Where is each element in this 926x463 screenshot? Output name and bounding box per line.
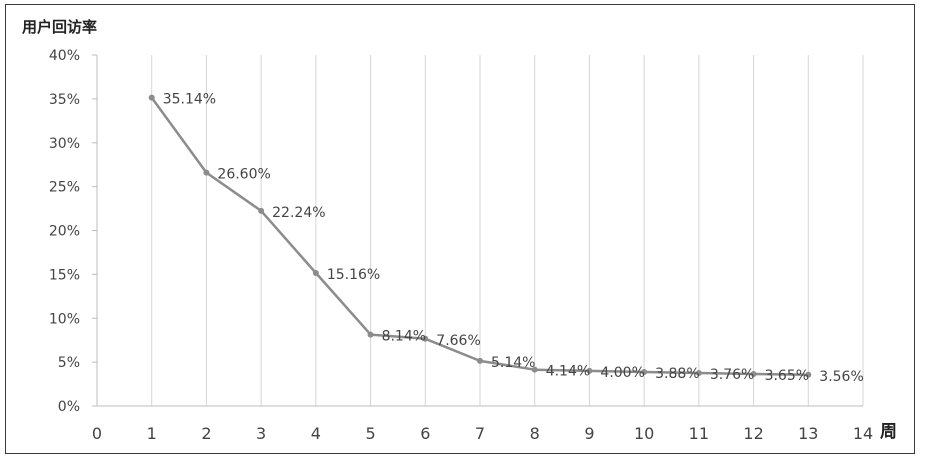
y-tick-label: 5% [58, 355, 80, 371]
data-label: 4.00% [600, 365, 644, 381]
data-point [750, 370, 757, 377]
data-labels: 35.14% 26.60% 22.24% 15.16% 8.14% 7.66% 5.14% 4… [163, 92, 864, 385]
data-label: 3.56% [819, 369, 863, 385]
data-label: 4.14% [546, 364, 590, 380]
y-tick-label: 15% [49, 267, 80, 283]
data-label: 3.76% [710, 367, 754, 383]
x-tick-label: 7 [475, 424, 485, 443]
chart-frame [5, 4, 915, 454]
y-tick-label: 30% [49, 136, 80, 152]
x-tick-label: 4 [311, 424, 321, 443]
data-point [695, 370, 702, 377]
y-tick-label: 35% [49, 92, 80, 108]
y-axis-title: 用户回访率 [22, 18, 97, 36]
x-axis-unit-label: 周 [880, 422, 897, 441]
y-tick-label: 20% [49, 224, 80, 240]
x-tick-label: 14 [853, 424, 873, 443]
x-tick-label: 11 [689, 424, 709, 443]
x-tick-label: 5 [365, 424, 375, 443]
x-tick-label: 6 [420, 424, 430, 443]
x-tick-label: 8 [530, 424, 540, 443]
data-point [148, 94, 155, 101]
data-label: 5.14% [491, 355, 535, 371]
data-point [531, 366, 538, 373]
data-point [312, 269, 319, 276]
x-tick-label: 2 [201, 424, 211, 443]
data-points [148, 94, 812, 378]
x-tick-label: 13 [798, 424, 818, 443]
data-point [805, 371, 812, 378]
gridlines [96, 55, 864, 407]
data-point [477, 357, 483, 364]
data-point [258, 207, 265, 214]
y-axis-ticks: 0% 5% 10% 15% 20% 25% 30% 35% 40% [49, 48, 97, 415]
data-point [422, 335, 429, 342]
data-label: 7.66% [436, 333, 480, 349]
x-tick-label: 9 [584, 424, 594, 443]
data-label: 8.14% [382, 329, 426, 345]
x-tick-label: 12 [743, 424, 763, 443]
data-point [641, 368, 648, 375]
y-tick-label: 0% [58, 399, 80, 415]
y-tick-label: 10% [49, 311, 80, 327]
data-point [203, 169, 210, 176]
x-tick-label: 3 [256, 424, 266, 443]
x-tick-label: 0 [92, 424, 102, 443]
x-axis-ticks: 0 1 2 3 4 5 6 7 8 9 10 11 12 13 14 [92, 424, 873, 443]
x-tick-label: 10 [634, 424, 654, 443]
data-label: 22.24% [272, 205, 325, 221]
data-label: 26.60% [217, 167, 270, 183]
data-label: 15.16% [327, 267, 380, 283]
data-label: 3.65% [765, 368, 809, 384]
data-point [586, 367, 593, 374]
data-point [367, 331, 374, 338]
y-tick-label: 40% [49, 48, 80, 64]
y-tick-label: 25% [49, 180, 80, 196]
data-label: 3.88% [655, 366, 699, 382]
x-tick-label: 1 [147, 424, 157, 443]
data-label: 35.14% [163, 92, 216, 108]
